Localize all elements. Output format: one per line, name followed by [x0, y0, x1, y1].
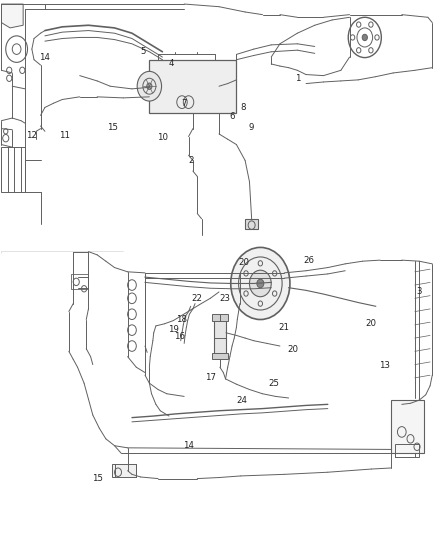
Text: 1: 1 — [295, 74, 300, 83]
Bar — [391, 400, 424, 453]
Text: 6: 6 — [230, 112, 235, 122]
Bar — [113, 464, 136, 477]
Text: 10: 10 — [157, 133, 168, 142]
Text: 7: 7 — [181, 99, 187, 108]
Text: 19: 19 — [168, 325, 179, 334]
Circle shape — [231, 247, 290, 319]
Text: 13: 13 — [379, 361, 390, 370]
Text: 26: 26 — [303, 256, 314, 265]
Circle shape — [257, 279, 264, 288]
Text: 12: 12 — [26, 131, 37, 140]
Text: 4: 4 — [168, 59, 174, 68]
Bar — [214, 318, 226, 357]
Circle shape — [137, 71, 162, 101]
Text: 11: 11 — [59, 131, 70, 140]
Text: 16: 16 — [174, 332, 185, 341]
Text: 25: 25 — [268, 378, 279, 387]
Bar — [395, 444, 419, 457]
Text: 20: 20 — [287, 345, 298, 354]
Circle shape — [362, 34, 367, 41]
Text: 5: 5 — [140, 47, 145, 56]
Text: 22: 22 — [191, 294, 202, 303]
Text: 23: 23 — [219, 294, 230, 303]
Text: 18: 18 — [177, 315, 187, 324]
Bar — [212, 314, 228, 320]
Text: 21: 21 — [279, 323, 290, 332]
Text: 20: 20 — [239, 258, 250, 266]
Circle shape — [250, 270, 271, 297]
Text: 2: 2 — [188, 156, 194, 165]
Text: 14: 14 — [183, 441, 194, 450]
Polygon shape — [1, 4, 23, 28]
Text: 15: 15 — [107, 123, 118, 132]
Bar — [71, 274, 88, 289]
Bar — [212, 353, 228, 359]
Text: 20: 20 — [366, 319, 377, 328]
Bar — [149, 60, 237, 113]
Bar — [1, 147, 25, 192]
Text: 24: 24 — [237, 395, 247, 405]
Text: 14: 14 — [39, 53, 50, 62]
Text: 3: 3 — [417, 287, 422, 296]
Text: 17: 17 — [205, 373, 216, 382]
Circle shape — [147, 83, 152, 90]
Text: 15: 15 — [92, 474, 102, 483]
Text: 8: 8 — [240, 103, 246, 112]
Text: 9: 9 — [249, 123, 254, 132]
Bar — [245, 219, 258, 229]
